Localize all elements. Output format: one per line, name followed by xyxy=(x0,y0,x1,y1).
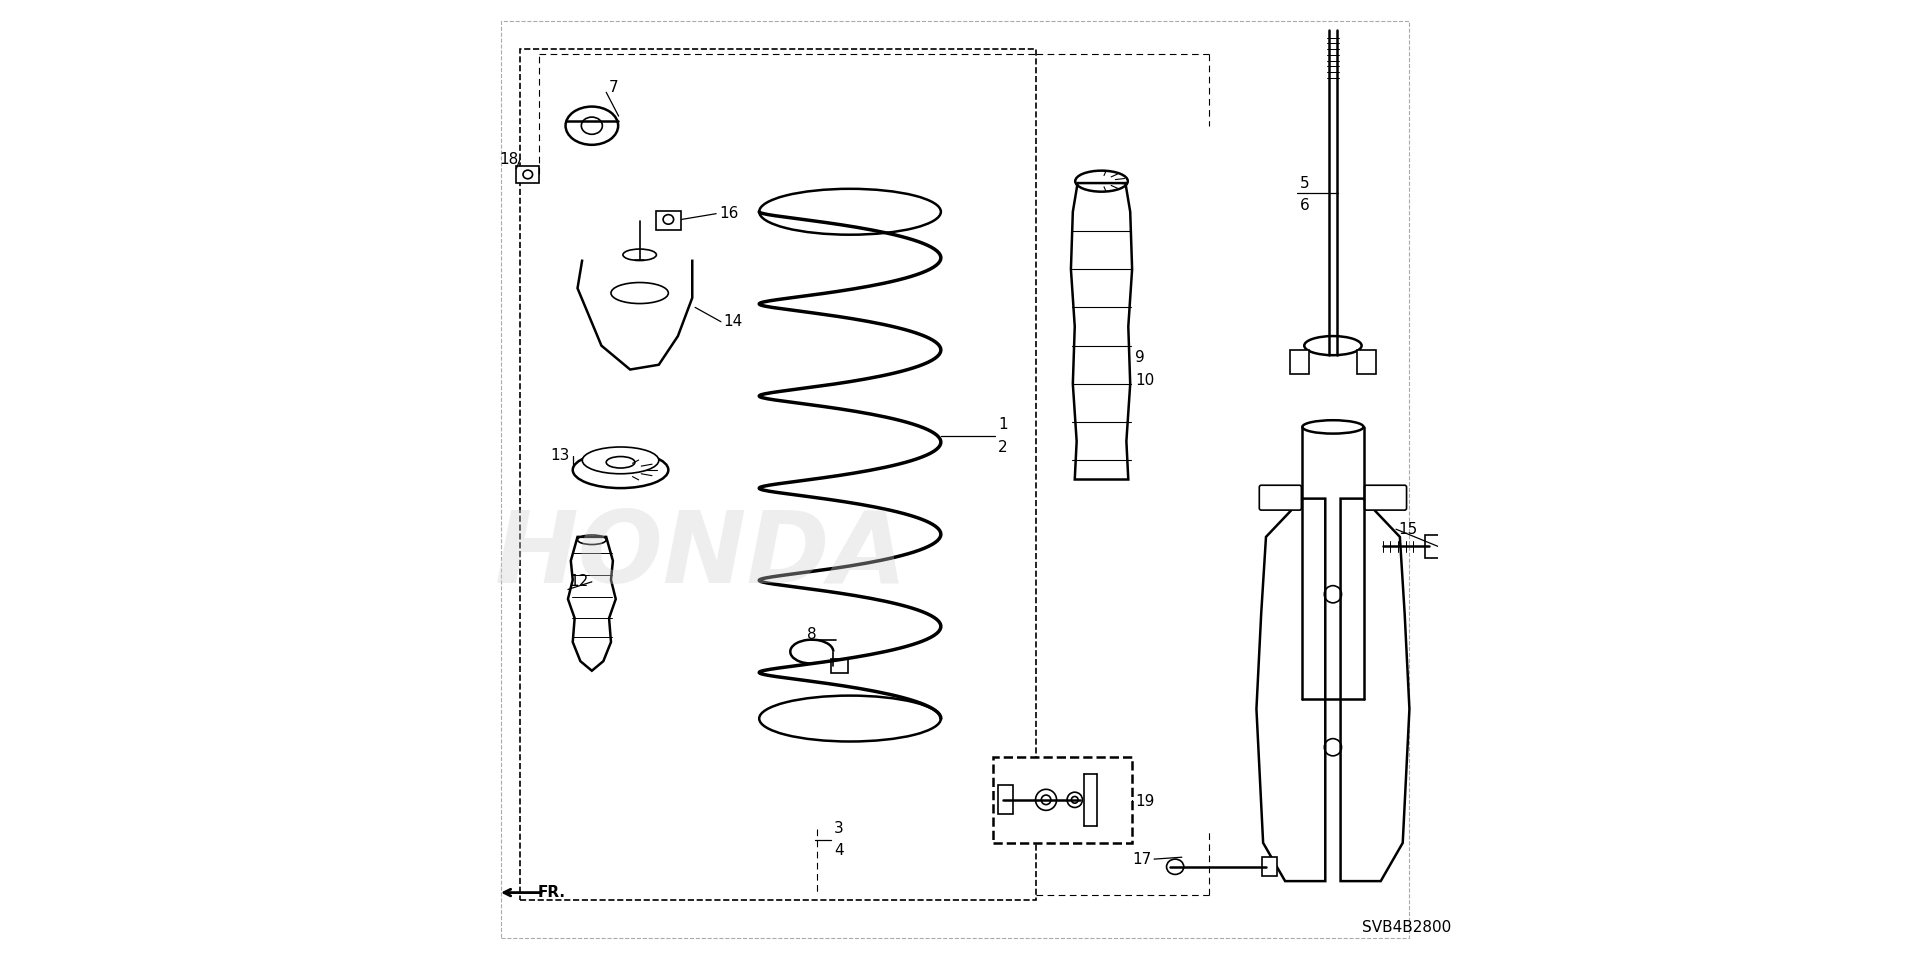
Text: 19: 19 xyxy=(1135,794,1154,809)
Text: 5: 5 xyxy=(1300,175,1309,191)
FancyBboxPatch shape xyxy=(1357,350,1377,374)
Ellipse shape xyxy=(1041,795,1050,805)
FancyBboxPatch shape xyxy=(1425,535,1440,558)
Ellipse shape xyxy=(1035,789,1056,810)
Text: 15: 15 xyxy=(1398,522,1417,537)
FancyBboxPatch shape xyxy=(998,785,1012,814)
Text: FR.: FR. xyxy=(538,885,564,901)
Text: SVB4B2800: SVB4B2800 xyxy=(1361,920,1452,934)
FancyBboxPatch shape xyxy=(657,211,682,230)
Text: 12: 12 xyxy=(570,574,589,590)
Text: 2: 2 xyxy=(998,440,1008,456)
FancyBboxPatch shape xyxy=(831,659,849,672)
Text: HONDA: HONDA xyxy=(495,507,908,604)
Text: 17: 17 xyxy=(1133,852,1152,867)
FancyBboxPatch shape xyxy=(1290,350,1309,374)
Ellipse shape xyxy=(582,447,659,474)
Text: 3: 3 xyxy=(833,821,843,836)
Ellipse shape xyxy=(1068,792,1083,807)
FancyBboxPatch shape xyxy=(1261,857,1277,877)
Ellipse shape xyxy=(1304,336,1361,355)
Text: 8: 8 xyxy=(806,627,816,642)
FancyBboxPatch shape xyxy=(516,166,540,183)
FancyBboxPatch shape xyxy=(1260,485,1302,510)
Text: 6: 6 xyxy=(1300,198,1309,213)
Text: 16: 16 xyxy=(718,206,739,222)
Text: 7: 7 xyxy=(609,80,618,95)
FancyBboxPatch shape xyxy=(1365,485,1407,510)
Text: 10: 10 xyxy=(1135,372,1154,387)
Ellipse shape xyxy=(1071,797,1079,804)
Text: 13: 13 xyxy=(551,448,570,463)
Text: 1: 1 xyxy=(998,417,1008,433)
FancyBboxPatch shape xyxy=(993,757,1133,843)
Text: 9: 9 xyxy=(1135,350,1144,364)
Ellipse shape xyxy=(1167,859,1185,875)
Ellipse shape xyxy=(572,452,668,488)
Ellipse shape xyxy=(1302,420,1363,433)
Text: 14: 14 xyxy=(722,315,743,329)
Text: 4: 4 xyxy=(833,843,843,858)
Text: 18: 18 xyxy=(499,152,518,167)
